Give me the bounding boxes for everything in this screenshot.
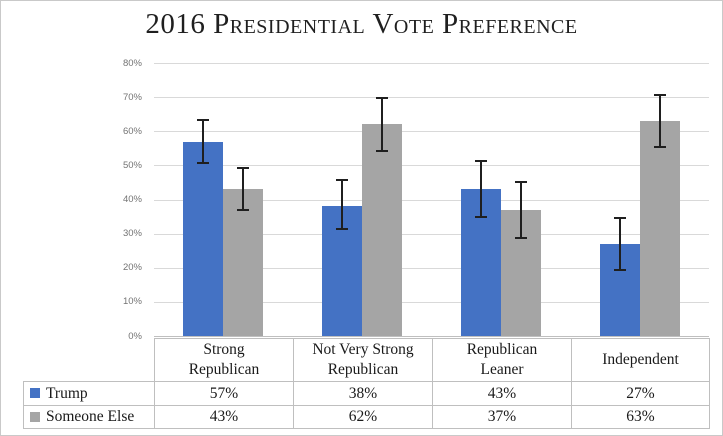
legend-swatch-icon <box>30 411 40 422</box>
data-table: Strong Republican Not Very Strong Republi… <box>23 338 710 429</box>
y-axis-tick-label: 50% <box>122 159 142 171</box>
error-bar <box>653 93 666 149</box>
error-bar-line <box>618 218 621 270</box>
error-bar-line <box>202 121 205 162</box>
error-bar <box>197 119 210 164</box>
gridline <box>154 131 709 133</box>
error-bar <box>474 160 487 219</box>
error-bar <box>514 180 527 239</box>
table-row: Trump 57% 38% 43% 27% <box>23 381 710 406</box>
category-header: Strong Republican <box>154 338 294 382</box>
bar-someone-else-independent <box>639 121 680 336</box>
y-axis-tick-label: 60% <box>122 125 142 137</box>
error-bar <box>336 179 349 231</box>
y-axis-tick-label: 30% <box>122 228 142 240</box>
legend-cell-trump: Trump <box>23 381 155 406</box>
value-cell: 63% <box>571 405 710 429</box>
error-bar-line <box>381 99 384 150</box>
gridline <box>154 199 709 201</box>
error-bar-line <box>242 169 245 210</box>
gridline <box>154 267 709 269</box>
value-cell: 37% <box>432 405 572 429</box>
table-corner-cell <box>24 339 155 382</box>
error-bar-line <box>341 181 344 229</box>
error-bar-line <box>519 182 522 237</box>
gridline <box>154 63 709 64</box>
value-cell: 57% <box>154 381 294 406</box>
value-cell: 38% <box>293 381 433 406</box>
chart-title: 2016 Presidential Vote Preference <box>145 8 578 40</box>
gridline <box>154 301 709 303</box>
value-cell: 43% <box>432 381 572 406</box>
category-header: Not Very Strong Republican <box>293 338 433 382</box>
legend-label: Someone Else <box>46 408 135 425</box>
error-bar-line <box>479 162 482 217</box>
category-header: Independent <box>571 338 710 382</box>
y-axis-tick-label: 20% <box>122 262 142 274</box>
x-axis-line <box>154 336 709 337</box>
y-axis-tick-label: 80% <box>122 57 142 69</box>
legend-cell-someone-else: Someone Else <box>23 405 155 429</box>
y-axis-tick-label: 10% <box>122 296 142 308</box>
y-axis-tick-label: 70% <box>122 91 142 103</box>
bar-someone-else-strong-republican <box>223 189 264 336</box>
error-bar <box>376 97 389 152</box>
category-header: Republican Leaner <box>432 338 572 382</box>
legend-label: Trump <box>46 384 88 402</box>
gridline <box>154 165 709 167</box>
plot-area <box>154 63 709 337</box>
bar-someone-else-not-very-strong-republican <box>362 124 403 336</box>
error-bar <box>613 216 626 272</box>
y-axis-tick-label: 40% <box>122 194 142 205</box>
gridline <box>154 233 709 235</box>
value-cell: 27% <box>571 381 710 406</box>
value-cell: 62% <box>293 405 433 429</box>
y-axis-tick-label: 0% <box>128 330 142 342</box>
error-bar-line <box>658 95 661 147</box>
value-cell: 43% <box>154 405 294 429</box>
error-bar <box>237 167 250 212</box>
legend-swatch-icon <box>30 388 40 398</box>
gridline <box>154 97 709 99</box>
bar-trump-strong-republican <box>183 141 224 336</box>
table-row: Someone Else 43% 62% 37% 63% <box>23 405 710 429</box>
